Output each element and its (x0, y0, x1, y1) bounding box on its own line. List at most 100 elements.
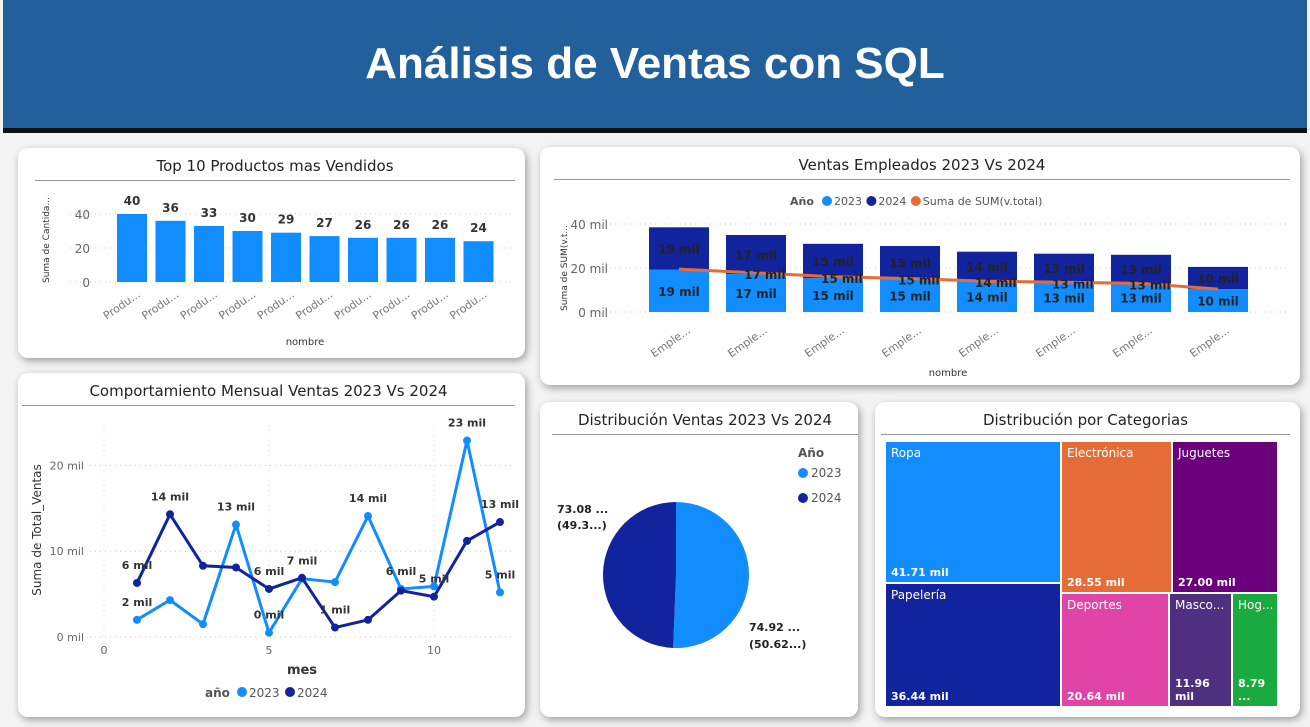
bar-2024 (803, 243, 863, 279)
legend-marker (798, 468, 808, 478)
x-axis-title: nombre (286, 337, 325, 348)
data-label: 6 mil (254, 565, 285, 578)
data-point (397, 586, 405, 595)
bar (232, 231, 263, 282)
y-tick-label: 0 mil (57, 631, 84, 644)
treemap-tile-2[interactable]: Electrónica 28.55 mil (1062, 442, 1171, 592)
x-tick-label: Produ... (216, 288, 258, 323)
data-label: 26 (355, 218, 372, 232)
data-label: 17 mil (735, 287, 777, 301)
x-tick-label: 0 (101, 644, 108, 657)
data-label: 14 mil (966, 291, 1008, 305)
treemap-tile-0[interactable]: Ropa 41.71 mil (886, 442, 1060, 582)
data-label: 29 (278, 213, 295, 227)
report-title: Análisis de Ventas con SQL (365, 39, 945, 88)
data-label: 13 mil (1120, 292, 1162, 306)
tile-label: Electrónica (1067, 446, 1134, 460)
tile-value: 11.96 mil (1175, 677, 1210, 703)
card-title: Ventas Empleados 2023 Vs 2024 (554, 153, 1290, 180)
x-tick-label: Emple... (956, 324, 1000, 360)
tile-label: Masco... (1175, 598, 1225, 612)
data-point (331, 578, 339, 587)
data-point (496, 518, 504, 527)
data-label: 0 mil (254, 609, 285, 622)
data-label: 40 (124, 194, 141, 208)
x-tick-label: Produ... (332, 288, 374, 323)
data-label: 15 mil (889, 257, 931, 271)
legend-item: 2024 (297, 686, 328, 700)
bar-2023 (803, 278, 863, 312)
data-point (133, 615, 141, 624)
y-tick-label: 40 mil (571, 218, 608, 232)
x-tick-label: 10 (427, 644, 441, 657)
data-point (496, 588, 504, 597)
x-axis-title: mes (287, 663, 317, 678)
y-tick-label: 40 (75, 208, 90, 222)
line-data-label: 13 mil (1129, 278, 1171, 292)
bar-2023 (726, 273, 786, 312)
header-divider (3, 128, 1307, 133)
monthly-sales-card[interactable]: Comportamiento Mensual Ventas 2023 Vs 20… (18, 373, 525, 717)
treemap-tile-3[interactable]: Juguetes 27.00 mil (1173, 442, 1277, 592)
data-point (166, 596, 174, 605)
data-point (463, 536, 471, 545)
data-label: 14 mil (966, 260, 1008, 274)
bar (425, 237, 455, 282)
data-label: 13 mil (481, 498, 519, 511)
tile-value: 20.64 mil (1067, 690, 1125, 703)
y-tick-label: 0 (82, 276, 90, 290)
tile-label: Hog... (1238, 598, 1274, 612)
legend-title: Año (790, 195, 814, 208)
data-label: 7 mil (287, 555, 318, 568)
bar-2023 (1034, 282, 1094, 312)
data-point (298, 573, 306, 582)
bar (117, 214, 147, 282)
line-data-label: 17 mil (744, 268, 786, 282)
y-axis-title: Suma de Cantida... (42, 197, 52, 283)
bar (386, 237, 417, 282)
treemap-tile-1[interactable]: Papelería 36.44 mil (886, 584, 1060, 706)
data-label: 19 mil (658, 242, 700, 256)
legend-item: Suma de SUM(v.total) (923, 195, 1043, 208)
legend-marker (285, 687, 295, 697)
x-tick-label: Emple... (879, 324, 923, 360)
y-tick-label: 20 (75, 242, 90, 256)
data-point (199, 620, 207, 629)
bar (309, 236, 340, 282)
bar-2024 (649, 227, 709, 270)
y-axis-title: Suma de SUM(v.t... (560, 225, 570, 311)
data-label: 5 mil (485, 568, 516, 581)
sales-distribution-card[interactable]: Distribución Ventas 2023 Vs 2024 (540, 402, 858, 717)
bar-2023 (957, 281, 1017, 312)
data-label: 14 mil (349, 492, 387, 505)
line-data-label: 15 mil (898, 274, 940, 288)
x-tick-label: Produ... (255, 288, 297, 323)
treemap-tile-6[interactable]: Hog... 8.79 ... (1233, 594, 1277, 706)
data-point (331, 623, 339, 632)
legend-title: Año (798, 446, 824, 460)
tile-label: Deportes (1067, 598, 1122, 612)
x-tick-label: Emple... (725, 324, 769, 360)
treemap-tile-4[interactable]: Deportes 20.64 mil (1062, 594, 1168, 706)
data-label: 26 (432, 218, 449, 232)
x-tick-label: 5 (266, 644, 273, 657)
bar (348, 237, 378, 282)
tile-value: 27.00 mil (1178, 576, 1236, 589)
data-label: 17 mil (735, 248, 777, 262)
tile-value: 28.55 mil (1067, 576, 1125, 589)
data-label: 1 mil (320, 604, 351, 617)
treemap-tile-5[interactable]: Masco... 11.96 mil (1170, 594, 1231, 706)
x-tick-label: Emple... (1110, 324, 1154, 360)
card-title: Distribución Ventas 2023 Vs 2024 (552, 408, 858, 435)
x-tick-label: Produ... (293, 288, 335, 323)
data-label: 14 mil (151, 490, 189, 503)
data-point (232, 520, 240, 529)
legend-item: 2023 (249, 686, 280, 700)
bar (194, 225, 224, 282)
data-label: 15 mil (812, 255, 854, 269)
tile-value: 41.71 mil (891, 566, 949, 579)
card-title: Distribución por Categorias (881, 408, 1290, 435)
data-label: 10 mil (1197, 272, 1239, 286)
card-title: Comportamiento Mensual Ventas 2023 Vs 20… (22, 379, 515, 406)
